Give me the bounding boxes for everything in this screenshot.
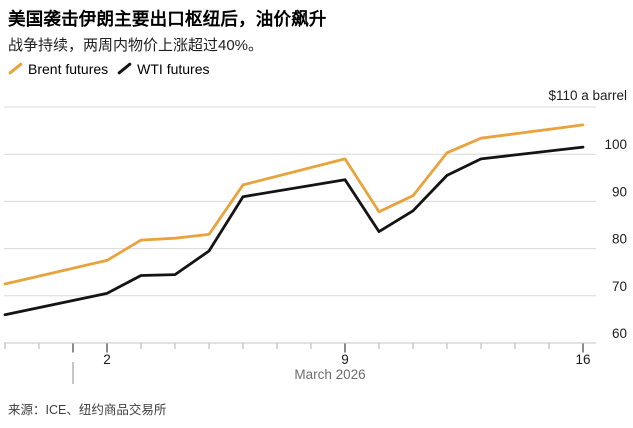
brent-line (3, 123, 585, 286)
y-tick-label-60: 60 (612, 326, 627, 341)
y-tick-label-70: 70 (612, 279, 627, 294)
brent-line-swatch-icon (8, 62, 23, 75)
x-tick-label-16: 16 (575, 352, 590, 367)
page-title: 美国袭击伊朗主要出口枢纽后，油价飙升 (8, 9, 327, 29)
legend: Brent futures WTI futures (8, 60, 210, 77)
legend-item-brent: Brent futures (8, 61, 108, 77)
y-tick-label-90: 90 (612, 184, 627, 199)
legend-label-wti: WTI futures (137, 60, 210, 77)
y-tick-label-100: 100 (604, 137, 627, 152)
legend-label-brent: Brent futures (28, 60, 109, 77)
x-axis-month-label: March 2026 (294, 367, 366, 382)
wti-line-swatch-icon (117, 62, 132, 75)
y-tick-label-80: 80 (612, 232, 627, 247)
y-axis-unit-label: $110 a barrel (548, 88, 627, 103)
x-tick-label-9: 9 (341, 352, 349, 367)
source-note: 来源：ICE、纽约商品交易所 (8, 403, 167, 417)
page-subtitle: 战争持续，两周内物价上涨超过40%。 (8, 37, 264, 54)
legend-item-wti: WTI futures (117, 60, 210, 77)
x-tick-label-2: 2 (103, 352, 111, 367)
wti-line (3, 145, 585, 317)
